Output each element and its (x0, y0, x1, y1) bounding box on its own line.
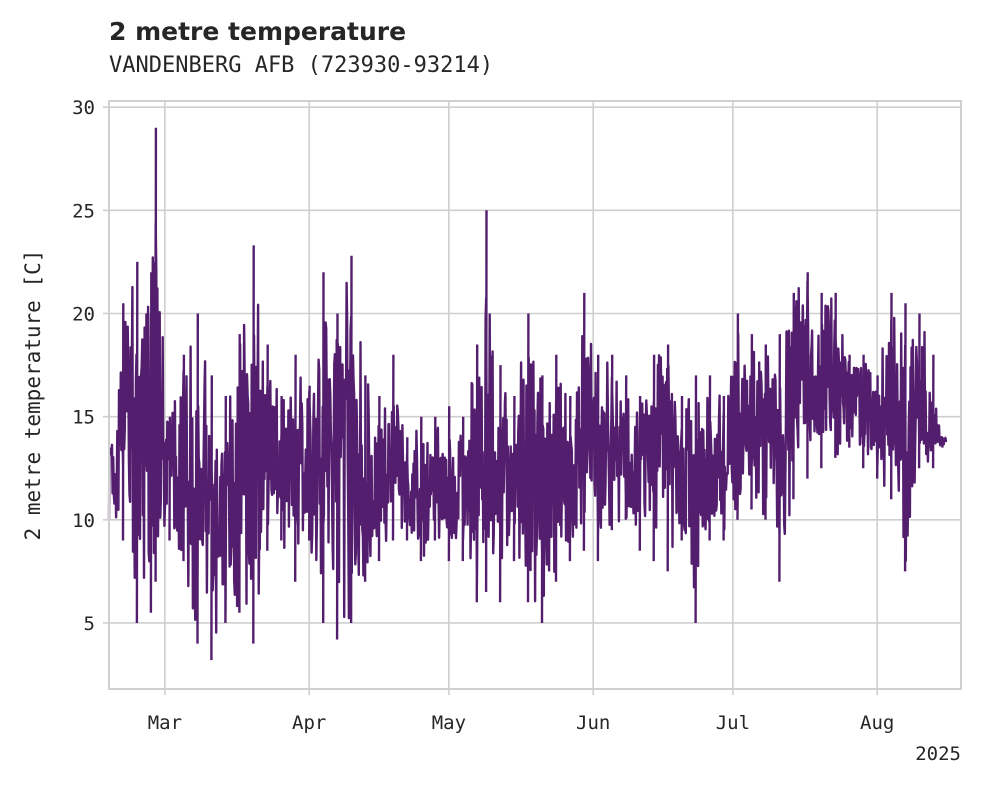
tick-labels: 5 10 15 20 25 30 Mar Apr May Jun Jul Aug (72, 97, 894, 734)
y-tick-label: 15 (72, 407, 95, 429)
x-tick-label: May (432, 712, 466, 734)
y-tick-label: 10 (72, 510, 95, 532)
x-tick-label: Mar (148, 712, 182, 734)
y-tick-label: 20 (72, 304, 95, 326)
series-layer (107, 127, 948, 661)
x-offset-label: 2025 (915, 743, 961, 765)
temperature-series-line (107, 127, 948, 661)
x-tick-label: Jul (716, 712, 750, 734)
chart-title: 2 metre temperature (109, 17, 406, 46)
y-tick-label: 25 (72, 200, 95, 222)
x-tick-label: Jun (576, 712, 610, 734)
plot-frame (108, 100, 962, 690)
y-axis-label: 2 metre temperature [C] (21, 250, 45, 541)
chart-subtitle: VANDENBERG AFB (723930-93214) (109, 53, 493, 78)
x-tick-label: Apr (292, 712, 326, 734)
y-tick-label: 5 (84, 613, 95, 635)
x-tick-label: Aug (860, 712, 894, 734)
y-tick-label: 30 (72, 97, 95, 119)
